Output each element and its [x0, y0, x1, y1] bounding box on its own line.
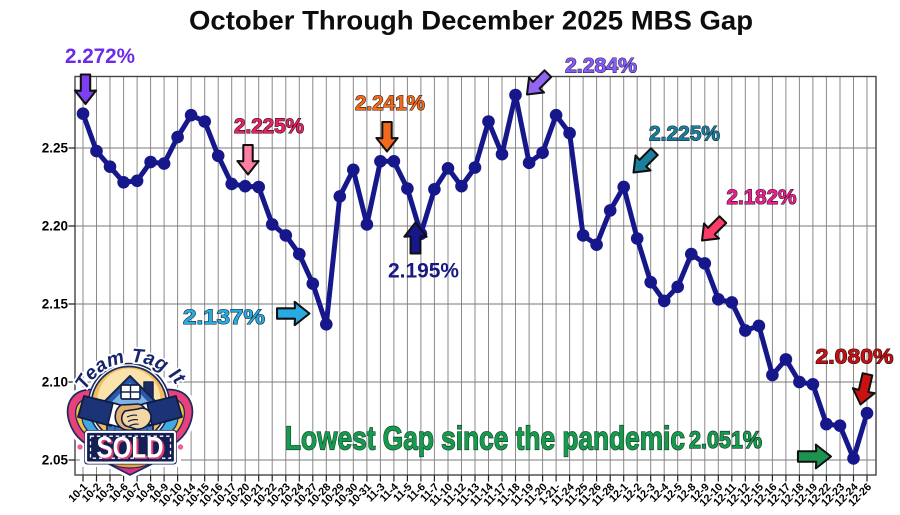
svg-text:2.272%: 2.272%: [65, 45, 135, 68]
svg-text:2.195%: 2.195%: [388, 260, 459, 283]
svg-text:2.241%: 2.241%: [355, 92, 425, 115]
svg-text:2.20: 2.20: [42, 219, 68, 234]
svg-text:Lowest Gap since the pandemic: Lowest Gap since the pandemic: [285, 420, 685, 457]
svg-text:October Through December 2025: October Through December 2025 MBS Gap: [189, 6, 753, 36]
svg-text:2.284%: 2.284%: [565, 55, 637, 78]
svg-text:2.137%: 2.137%: [183, 306, 265, 329]
svg-text:SOLD: SOLD: [99, 433, 166, 466]
svg-text:2.05: 2.05: [42, 453, 69, 468]
svg-text:2.225%: 2.225%: [649, 123, 720, 146]
svg-text:2.25: 2.25: [42, 141, 69, 156]
svg-text:2.051%: 2.051%: [689, 427, 762, 454]
svg-text:2.10: 2.10: [42, 375, 68, 390]
svg-text:2.182%: 2.182%: [727, 186, 797, 209]
svg-text:SOLD: SOLD: [97, 431, 164, 464]
svg-text:2.15: 2.15: [42, 297, 69, 312]
svg-text:2.225%: 2.225%: [234, 115, 304, 138]
svg-text:2.080%: 2.080%: [816, 346, 894, 369]
